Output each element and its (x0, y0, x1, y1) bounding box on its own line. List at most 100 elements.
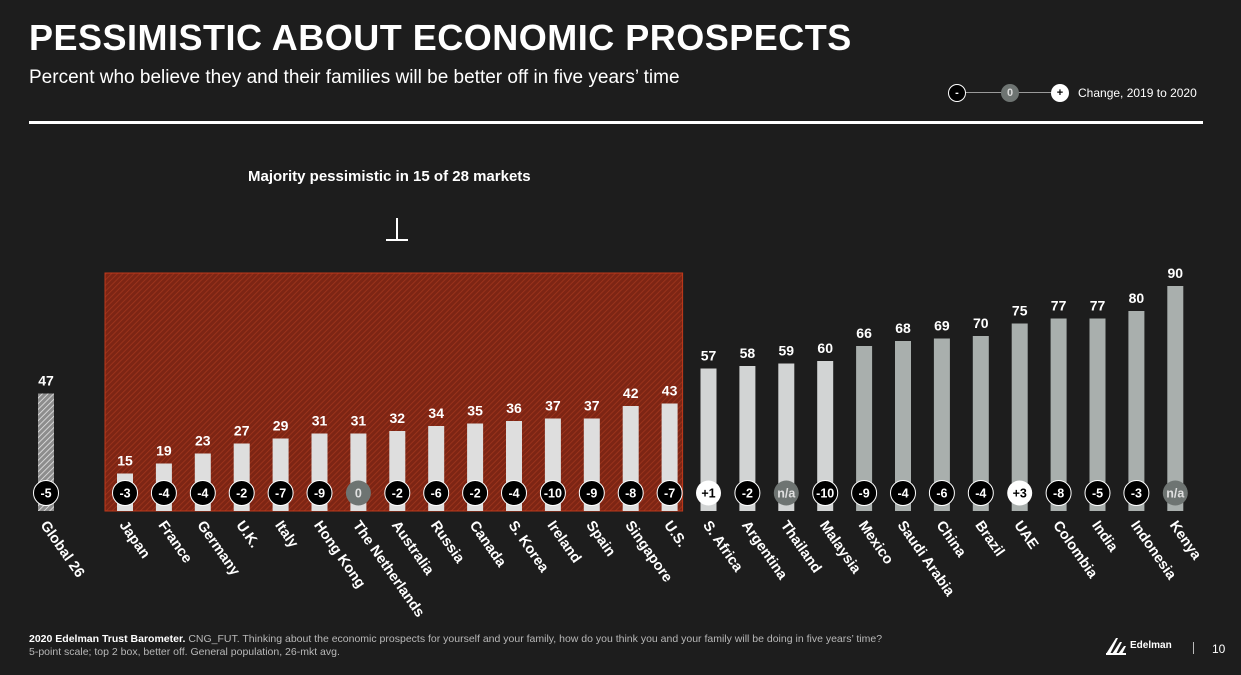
change-badge-11 (501, 480, 527, 506)
change-badge-text-13: -9 (586, 487, 597, 501)
change-badge-text-26: -5 (1092, 487, 1103, 501)
footer-source-text: CNG_FUT. Thinking about the economic pro… (185, 633, 883, 645)
change-badge-text-27: -3 (1131, 487, 1142, 501)
bar-28 (1167, 286, 1184, 511)
change-badge-text-12: -10 (544, 487, 562, 501)
change-badge-5 (267, 480, 294, 506)
change-badge-18 (773, 480, 799, 506)
change-badge-text-17: -2 (742, 487, 753, 501)
change-badge-9 (423, 480, 450, 506)
value-label-19: 60 (817, 340, 833, 356)
change-badge-28 (1162, 480, 1188, 506)
change-badge-20 (851, 480, 878, 506)
change-badge-text-9: -6 (431, 487, 442, 501)
change-badge-text-0: -5 (40, 487, 51, 501)
change-badge-17 (734, 480, 761, 506)
bar-24 (1011, 323, 1028, 511)
edelman-logo-text: Edelman (1130, 640, 1172, 651)
value-label-6: 31 (312, 413, 328, 429)
change-badge-0 (33, 480, 59, 506)
bar-25 (1050, 318, 1067, 511)
category-label-5: Italy (271, 518, 301, 551)
value-label-27: 80 (1129, 290, 1145, 306)
page-subtitle: Percent who believe they and their famil… (29, 67, 680, 88)
change-badge-19 (812, 480, 839, 506)
category-label-7: The Netherlands (349, 518, 427, 620)
legend-negative-dot: - (948, 84, 966, 102)
change-badge-text-24: +3 (1013, 487, 1027, 501)
change-badge-12 (539, 480, 566, 506)
category-label-28: Kenya (1166, 518, 1205, 564)
change-badge-text-8: -2 (392, 487, 403, 501)
change-badge-text-6: -9 (314, 487, 325, 501)
value-label-4: 27 (234, 423, 250, 439)
category-label-0: Global 26 (37, 518, 88, 581)
value-label-16: 57 (701, 348, 717, 364)
bar-19 (817, 361, 834, 511)
legend-positive-dot: + (1051, 84, 1069, 102)
value-label-14: 42 (623, 385, 639, 401)
change-badge-text-23: -4 (975, 487, 986, 501)
value-label-25: 77 (1051, 298, 1067, 314)
category-label-4: U.K. (232, 518, 262, 551)
value-label-23: 70 (973, 315, 989, 331)
change-legend: - 0 + Change, 2019 to 2020 (948, 82, 1208, 104)
change-badge-text-25: -8 (1053, 487, 1064, 501)
value-label-0: 47 (38, 373, 54, 389)
value-label-2: 19 (156, 443, 172, 459)
value-label-26: 77 (1090, 298, 1106, 314)
annotation-marker-stem (396, 218, 398, 240)
category-label-13: Spain (583, 518, 619, 560)
change-badge-text-22: -6 (936, 487, 947, 501)
value-label-1: 15 (117, 453, 133, 469)
value-label-10: 35 (467, 403, 483, 419)
bar-26 (1089, 318, 1106, 511)
pessimism-annotation: Majority pessimistic in 15 of 28 markets (248, 168, 531, 185)
change-badge-text-2: -4 (158, 487, 169, 501)
bar-16 (700, 368, 717, 511)
change-badge-1 (112, 480, 138, 506)
change-badge-text-1: -3 (119, 487, 130, 501)
legend-zero-dot: 0 (1001, 84, 1019, 102)
change-badge-text-19: -10 (816, 487, 834, 501)
category-label-15: U.S. (660, 518, 689, 550)
value-label-13: 37 (584, 398, 600, 414)
edelman-logo-icon (1106, 638, 1126, 655)
title-divider (29, 121, 1203, 124)
page-number: 10 (1212, 642, 1226, 656)
value-label-8: 32 (390, 410, 406, 426)
change-badge-25 (1045, 480, 1072, 506)
value-label-22: 69 (934, 318, 950, 334)
change-badge-14 (617, 480, 644, 506)
change-badge-22 (928, 480, 955, 506)
category-label-10: Canada (466, 518, 510, 571)
change-badge-text-5: -7 (275, 487, 286, 501)
value-label-20: 66 (856, 325, 872, 341)
bar-22 (933, 338, 950, 511)
value-label-7: 31 (351, 413, 367, 429)
change-badge-text-11: -4 (508, 487, 519, 501)
value-label-11: 36 (506, 400, 522, 416)
change-badge-4 (228, 480, 255, 506)
change-badge-8 (384, 480, 411, 506)
change-badge-text-4: -2 (236, 487, 247, 501)
edelman-logo: Edelman (1104, 634, 1184, 660)
value-label-3: 23 (195, 433, 211, 449)
value-label-24: 75 (1012, 303, 1028, 319)
change-badge-text-21: -4 (897, 487, 908, 501)
change-badge-27 (1123, 480, 1150, 506)
change-badge-10 (462, 480, 489, 506)
change-badge-text-3: -4 (197, 487, 208, 501)
value-label-9: 34 (428, 405, 444, 421)
change-badge-text-15: -7 (664, 487, 675, 501)
change-badge-text-20: -9 (859, 487, 870, 501)
change-badge-text-7: 0 (355, 487, 362, 501)
change-badge-7 (345, 480, 371, 506)
change-badge-21 (890, 480, 916, 506)
category-label-24: UAE (1010, 518, 1041, 553)
value-label-12: 37 (545, 398, 561, 414)
change-badge-text-16: +1 (701, 487, 715, 501)
value-label-21: 68 (895, 320, 911, 336)
footer-note: 5-point scale; top 2 box, better off. Ge… (29, 646, 340, 658)
